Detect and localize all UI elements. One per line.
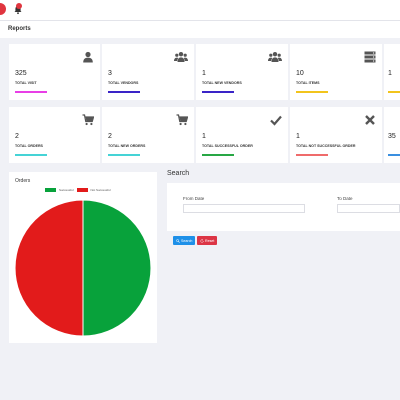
stat-label: TOTAL ORDERS (15, 144, 43, 148)
search-icon (176, 238, 180, 243)
stat-label: TOTAL ITEMS (296, 81, 320, 85)
stat-value: 1 (202, 133, 206, 140)
stat-card-total-not-successful-order: 1 TOTAL NOT SUCCESSFUL ORDER (290, 107, 382, 163)
orders-title: Orders (15, 178, 31, 184)
pie-slice-not-successful[interactable] (14, 199, 84, 337)
stat-value: 2 (108, 133, 112, 140)
stat-value: 325 (15, 70, 27, 77)
stat-value: 10 (296, 70, 304, 77)
stat-label: TOTAL NEW ORDERS (108, 144, 146, 148)
user-icon (83, 51, 93, 63)
check-icon (270, 115, 282, 126)
stat-card-partial: 1 (384, 44, 400, 100)
stat-value: 2 (15, 133, 19, 140)
from-date-label: From Date (183, 196, 205, 201)
page-title: Reports (8, 26, 31, 32)
stat-label: TOTAL NEW VENDORS (202, 81, 242, 85)
orders-chart-panel: Orders Successful Not Successful (9, 172, 157, 343)
stat-label: TOTAL VISIT (15, 81, 37, 85)
orders-pie-chart (14, 199, 152, 337)
accent-line (388, 154, 400, 156)
legend-swatch-not-successful (76, 188, 88, 192)
accent-line (388, 91, 400, 93)
cart-icon (82, 114, 94, 126)
stat-value: 1 (202, 70, 206, 77)
search-button[interactable]: Search (173, 236, 196, 245)
legend-label-not-successful[interactable]: Not Successful (90, 188, 111, 192)
accent-line (296, 91, 328, 93)
stat-value: 1 (296, 133, 300, 140)
to-date-input[interactable] (337, 204, 400, 213)
stat-value: 35 (388, 133, 396, 140)
stat-label: TOTAL NOT SUCCESSFUL ORDER (296, 144, 356, 148)
accent-line (202, 154, 234, 156)
search-panel: From Date To Date (167, 183, 400, 231)
server-icon (364, 51, 376, 63)
stat-card-total-items: 10 TOTAL ITEMS (290, 44, 382, 100)
stat-card-partial: 35 (384, 107, 400, 163)
notification-badge (16, 3, 22, 9)
users-icon (268, 52, 282, 62)
accent-line (202, 91, 234, 93)
accent-line (108, 154, 140, 156)
to-date-label: To Date (337, 196, 353, 201)
top-bar (0, 0, 400, 21)
stat-card-total-vendors: 3 TOTAL VENDORS (102, 44, 194, 100)
stat-card-total-new-vendors: 1 TOTAL NEW VENDORS (196, 44, 288, 100)
accent-line (15, 154, 47, 156)
users-icon (174, 52, 188, 62)
pie-slice-successful[interactable] (82, 199, 152, 337)
stat-value: 3 (108, 70, 112, 77)
stat-label: TOTAL VENDORS (108, 81, 139, 85)
search-heading: Search (167, 170, 190, 177)
search-button-label: Search (181, 238, 193, 243)
legend-label-successful[interactable]: Successful (59, 188, 74, 192)
stat-card-total-orders: 2 TOTAL ORDERS (9, 107, 100, 163)
legend-swatch-successful (45, 188, 56, 192)
accent-line (15, 91, 47, 93)
stat-label: TOTAL SUCCESSFUL ORDER (202, 144, 253, 148)
stat-card-total-visit: 325 TOTAL VISIT (9, 44, 100, 100)
cart-icon (176, 114, 188, 126)
title-bar (0, 21, 400, 38)
accent-line (108, 91, 140, 93)
reset-button[interactable]: Reset (197, 236, 218, 245)
reset-icon (200, 238, 204, 243)
reset-button-label: Reset (205, 238, 215, 243)
x-icon (365, 115, 375, 125)
stat-card-total-successful-order: 1 TOTAL SUCCESSFUL ORDER (196, 107, 288, 163)
from-date-input[interactable] (183, 204, 305, 213)
chart-legend: Successful Not Successful (45, 188, 111, 192)
stat-card-total-new-orders: 2 TOTAL NEW ORDERS (102, 107, 194, 163)
brand-logo[interactable] (0, 3, 6, 15)
accent-line (296, 154, 328, 156)
stat-value: 1 (388, 70, 392, 77)
